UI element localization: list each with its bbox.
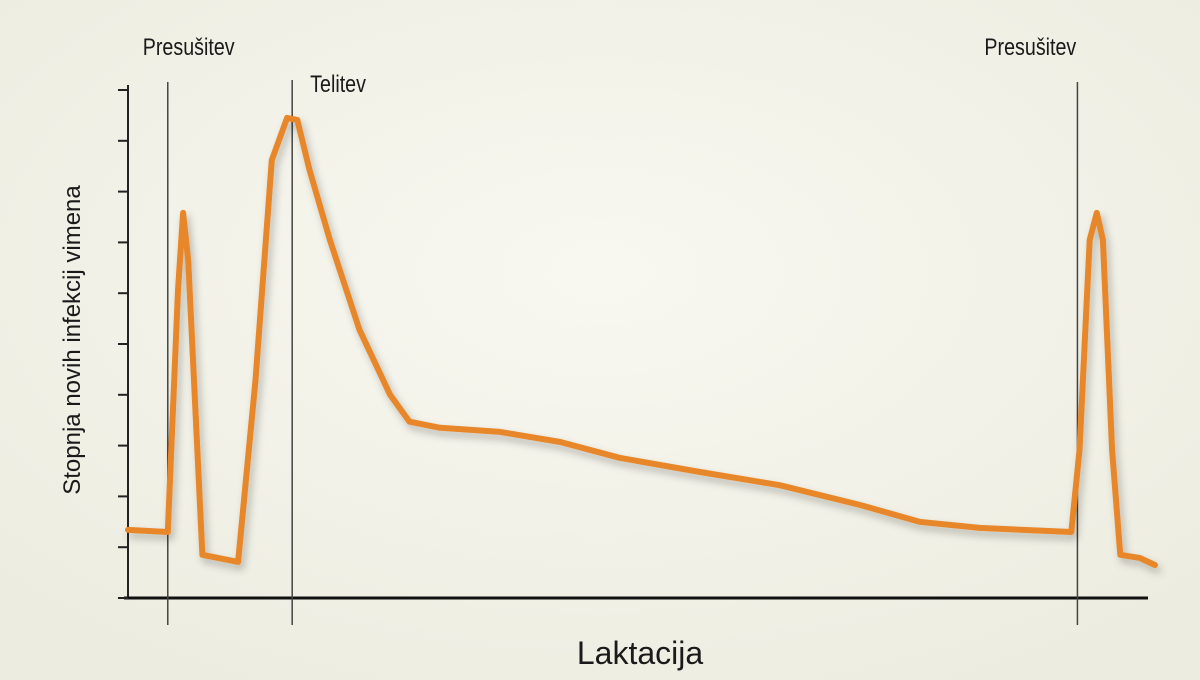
annotation-label: Presušitev xyxy=(143,33,235,60)
annotation-label: Presušitev xyxy=(984,33,1076,60)
x-axis-label: Laktacija xyxy=(577,635,704,671)
annotation-label: Telitev xyxy=(310,70,366,97)
data-line xyxy=(125,114,1158,568)
y-axis-label: Stopnja novih infekcij vimena xyxy=(59,185,86,495)
